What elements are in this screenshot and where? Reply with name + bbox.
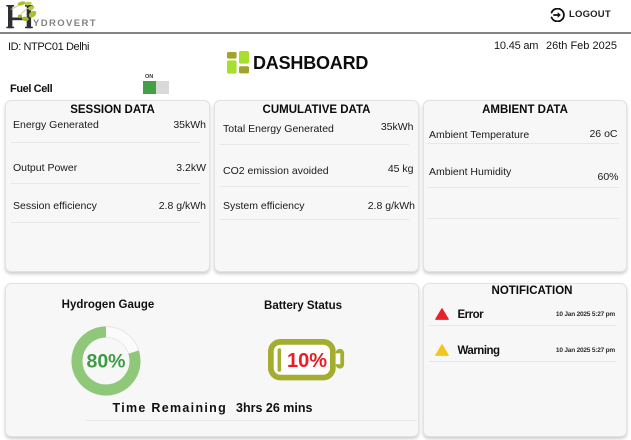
svg-text:80%: 80% [86, 350, 125, 372]
svg-text:10%: 10% [287, 349, 327, 371]
svg-text:YDROVERT: YDROVERT [33, 18, 97, 29]
